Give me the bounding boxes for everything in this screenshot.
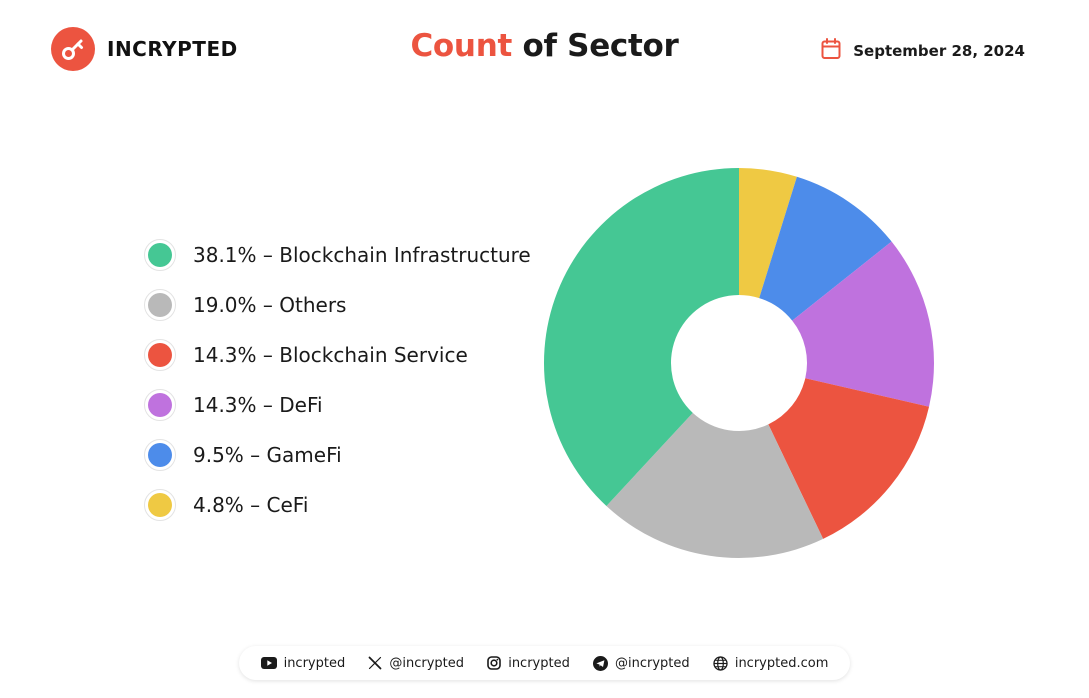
legend-item: 9.5% – GameFi [144, 430, 531, 480]
legend-label: 38.1% – Blockchain Infrastructure [193, 243, 531, 267]
pie-slice-gamefi [759, 176, 892, 321]
social-x[interactable]: @incrypted [368, 656, 464, 671]
youtube-icon [260, 657, 277, 669]
legend-label: 4.8% – CeFi [193, 493, 309, 517]
swatch-fill [148, 243, 172, 267]
date-display: September 28, 2024 [821, 38, 1025, 64]
x-icon [368, 656, 382, 670]
social-youtube[interactable]: incrypted [260, 655, 346, 671]
legend-swatch [144, 289, 176, 321]
globe-icon [713, 655, 728, 671]
social-web[interactable]: incrypted.com [713, 655, 829, 671]
legend-label: 14.3% – DeFi [193, 393, 323, 417]
legend-swatch [144, 439, 176, 471]
swatch-fill [148, 493, 172, 517]
pie-slice-others [606, 412, 824, 558]
brand-logo[interactable]: INCRYPTED [51, 27, 238, 71]
instagram-icon [487, 656, 502, 670]
title-rest: of Sector [522, 28, 679, 64]
pie-slice-defi [792, 241, 934, 407]
donut-chart-svg [544, 168, 934, 558]
instagram-handle: incrypted [508, 655, 570, 671]
chart-legend: 38.1% – Blockchain Infrastructure 19.0% … [144, 230, 531, 530]
youtube-handle: incrypted [283, 655, 346, 671]
legend-label: 14.3% – Blockchain Service [193, 343, 468, 367]
telegram-icon [593, 655, 609, 671]
legend-item: 4.8% – CeFi [144, 480, 531, 530]
social-telegram[interactable]: @incrypted [593, 655, 690, 671]
social-footer: incrypted @incrypted incrypted @incrypte… [239, 646, 850, 680]
date-text: September 28, 2024 [853, 42, 1025, 60]
legend-item: 14.3% – Blockchain Service [144, 330, 531, 380]
brand-name: INCRYPTED [107, 37, 238, 61]
swatch-fill [148, 443, 172, 467]
legend-swatch [144, 239, 176, 271]
x-handle: @incrypted [389, 655, 465, 671]
web-link: incrypted.com [734, 655, 829, 671]
legend-swatch [144, 489, 176, 521]
swatch-fill [148, 393, 172, 417]
calendar-icon [821, 38, 841, 64]
donut-chart [539, 163, 939, 563]
legend-label: 19.0% – Others [193, 293, 347, 317]
legend-item: 38.1% – Blockchain Infrastructure [144, 230, 531, 280]
pie-slice-blockchain-infrastructure [544, 168, 739, 506]
title-accent: Count [410, 28, 512, 64]
swatch-fill [148, 293, 172, 317]
key-icon [51, 27, 95, 71]
legend-item: 14.3% – DeFi [144, 380, 531, 430]
legend-label: 9.5% – GameFi [193, 443, 342, 467]
legend-item: 19.0% – Others [144, 280, 531, 330]
telegram-handle: @incrypted [615, 655, 690, 671]
header: INCRYPTED Count of Sector September 28, … [0, 0, 1089, 100]
social-instagram[interactable]: incrypted [487, 656, 570, 671]
pie-slice-blockchain-service [768, 378, 930, 539]
swatch-fill [148, 343, 172, 367]
legend-swatch [144, 389, 176, 421]
chart-title: Count of Sector [0, 28, 1089, 64]
pie-slice-cefi [739, 168, 797, 299]
legend-swatch [144, 339, 176, 371]
